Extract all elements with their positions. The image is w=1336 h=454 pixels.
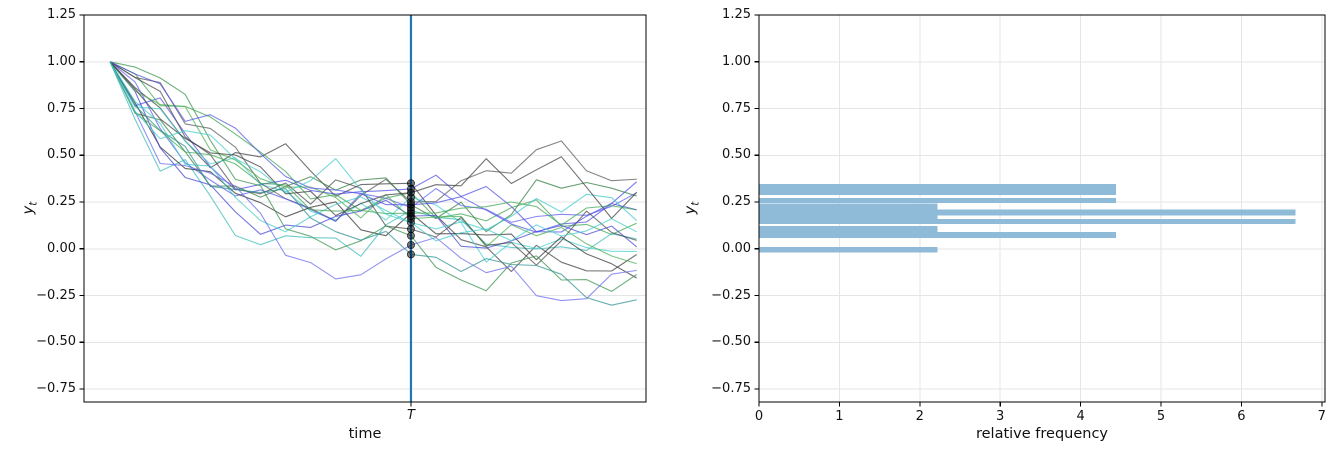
observation-dot — [406, 231, 415, 240]
frequency-bar — [759, 215, 938, 219]
frequency-bars — [759, 184, 1296, 253]
frequency-bar — [759, 231, 1116, 238]
axes-spines — [83, 14, 1326, 403]
trajectory-lines — [109, 61, 638, 306]
trajectory-line — [109, 61, 638, 219]
trajectory-line — [109, 61, 637, 233]
frequency-bar — [759, 218, 1296, 225]
observation-dot — [406, 218, 415, 227]
frequency-bar — [759, 246, 938, 253]
trajectory-line — [109, 61, 638, 292]
trajectory-line — [109, 61, 638, 233]
trajectory-line — [109, 61, 637, 233]
frequency-bar — [759, 209, 1296, 216]
trajectory-line — [109, 61, 637, 302]
trajectory-line — [109, 61, 637, 226]
frequency-bar — [759, 225, 938, 232]
tick-marks — [79, 14, 1323, 407]
trajectory-line — [109, 61, 637, 222]
trajectory-line — [109, 61, 637, 306]
trajectory-line — [109, 61, 638, 273]
observation-dot — [406, 225, 415, 234]
trajectory-line — [109, 61, 637, 242]
frequency-bar — [759, 203, 938, 210]
frequency-bar — [759, 184, 1116, 196]
observation-dot — [406, 250, 415, 259]
observation-dots — [406, 179, 415, 259]
observation-dot — [406, 241, 415, 250]
trajectory-line — [109, 61, 637, 236]
trajectory-line — [109, 61, 637, 279]
frequency-bar — [759, 197, 1116, 203]
